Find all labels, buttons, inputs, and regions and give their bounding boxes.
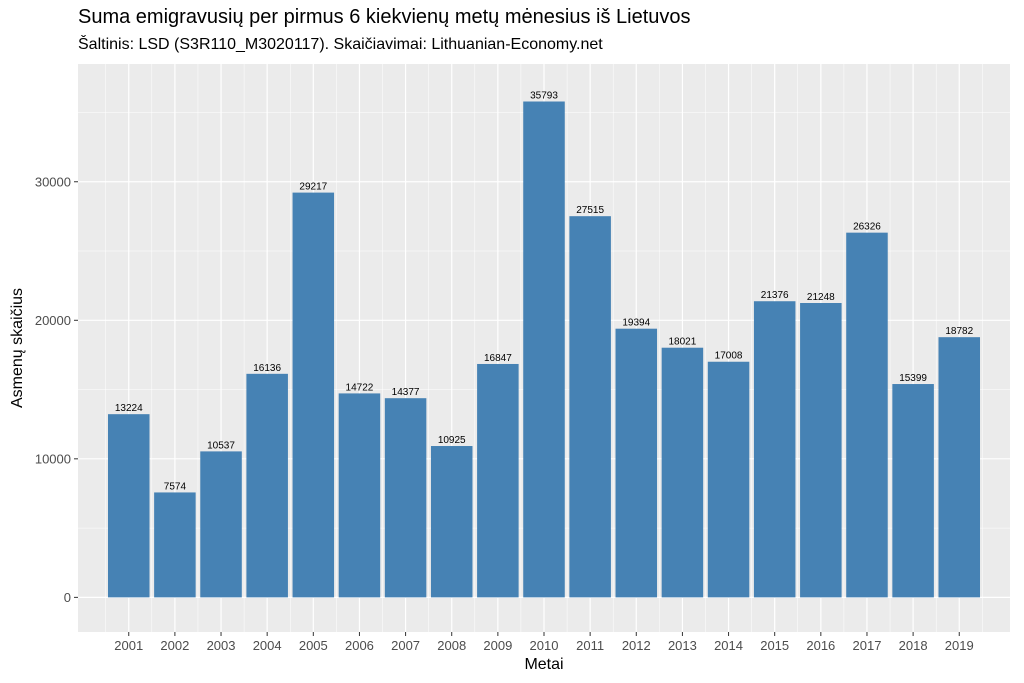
x-tick-label: 2008 bbox=[437, 638, 466, 653]
bar-2006 bbox=[338, 393, 381, 598]
x-tick-label: 2015 bbox=[760, 638, 789, 653]
x-tick-label: 2019 bbox=[945, 638, 974, 653]
data-label-2008: 10925 bbox=[438, 435, 466, 446]
x-tick-label: 2013 bbox=[668, 638, 697, 653]
bar-2013 bbox=[661, 347, 704, 598]
x-tick-label: 2017 bbox=[853, 638, 882, 653]
bar-2003 bbox=[200, 451, 242, 598]
data-label-2013: 18021 bbox=[669, 337, 697, 348]
x-tick-label: 2014 bbox=[714, 638, 743, 653]
x-tick-label: 2001 bbox=[114, 638, 143, 653]
bar-2018 bbox=[892, 384, 934, 598]
data-label-2017: 26326 bbox=[853, 222, 881, 233]
data-label-2016: 21248 bbox=[807, 292, 835, 303]
y-tick-label: 10000 bbox=[35, 451, 71, 466]
bar-2012 bbox=[615, 328, 658, 598]
x-axis-title: Metai bbox=[524, 656, 563, 673]
data-label-2007: 14377 bbox=[392, 387, 420, 398]
data-label-2010: 35793 bbox=[530, 91, 558, 102]
bar-2002 bbox=[154, 492, 196, 598]
x-axis: 2001 2002 2003 2004 2005 2006 2007 2008 2009 2010… bbox=[114, 632, 974, 653]
bar-2010 bbox=[523, 101, 565, 598]
x-tick-label: 2004 bbox=[253, 638, 282, 653]
data-label-2015: 21376 bbox=[761, 290, 789, 301]
data-label-2011: 27515 bbox=[576, 205, 604, 216]
data-label-2012: 19394 bbox=[622, 318, 650, 329]
y-tick-label: 30000 bbox=[35, 174, 71, 189]
bar-2008 bbox=[430, 446, 473, 598]
x-tick-label: 2002 bbox=[160, 638, 189, 653]
chart-subtitle: Šaltinis: LSD (S3R110_M3020117). Skaičia… bbox=[78, 36, 603, 53]
x-tick-label: 2016 bbox=[806, 638, 835, 653]
data-label-2006: 14722 bbox=[346, 382, 374, 393]
data-label-2014: 17008 bbox=[715, 351, 743, 362]
x-tick-label: 2018 bbox=[899, 638, 928, 653]
bar-2007 bbox=[384, 398, 427, 598]
x-tick-label: 2003 bbox=[207, 638, 236, 653]
bars bbox=[107, 101, 981, 598]
x-tick-label: 2005 bbox=[299, 638, 328, 653]
data-label-2003: 10537 bbox=[207, 440, 235, 451]
x-tick-label: 2010 bbox=[530, 638, 559, 653]
data-label-2001: 13224 bbox=[115, 403, 143, 414]
x-tick-label: 2012 bbox=[622, 638, 651, 653]
data-label-2019: 18782 bbox=[945, 326, 973, 337]
bar-2019 bbox=[938, 337, 981, 598]
data-label-2009: 16847 bbox=[484, 353, 512, 364]
x-tick-label: 2006 bbox=[345, 638, 374, 653]
y-axis: 0 10000 20000 30000 bbox=[35, 174, 78, 605]
x-tick-label: 2009 bbox=[483, 638, 512, 653]
bar-2014 bbox=[707, 361, 750, 598]
bar-2001 bbox=[107, 414, 150, 598]
bar-2004 bbox=[246, 373, 288, 598]
bar-2009 bbox=[477, 363, 519, 598]
bar-2015 bbox=[753, 301, 796, 598]
bar-2011 bbox=[569, 216, 611, 598]
chart-title: Suma emigravusių per pirmus 6 kiekvienų … bbox=[78, 6, 691, 28]
y-tick-label: 0 bbox=[64, 590, 71, 605]
bar-2016 bbox=[800, 303, 842, 598]
data-label-2002: 7574 bbox=[164, 481, 187, 492]
grid-minor bbox=[78, 64, 1010, 632]
bar-2005 bbox=[292, 192, 335, 598]
y-tick-label: 20000 bbox=[35, 313, 71, 328]
data-label-2004: 16136 bbox=[253, 363, 281, 374]
bar-2017 bbox=[846, 232, 888, 598]
y-axis-title: Asmenų skaičius bbox=[9, 288, 26, 408]
data-labels: 13224 7574 10537 16136 29217 14722 14377 10925 1… bbox=[115, 91, 974, 493]
data-label-2018: 15399 bbox=[899, 373, 927, 384]
x-tick-label: 2011 bbox=[576, 638, 604, 653]
data-label-2005: 29217 bbox=[299, 182, 327, 193]
x-tick-label: 2007 bbox=[391, 638, 420, 653]
